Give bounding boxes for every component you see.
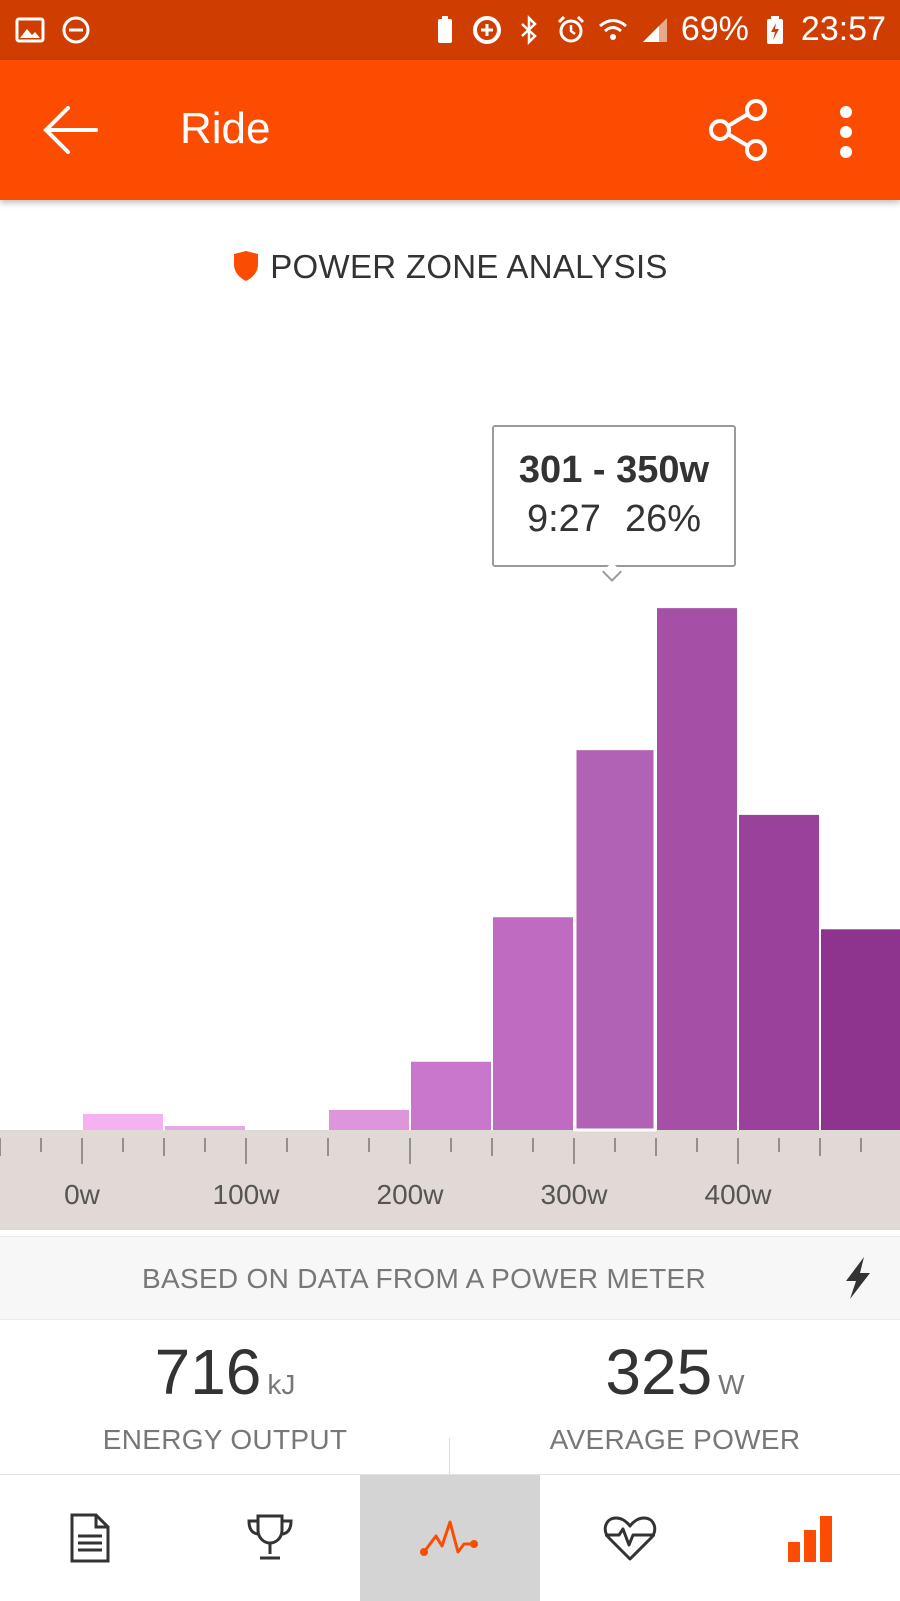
signal-icon xyxy=(642,17,667,42)
share-button[interactable] xyxy=(708,98,772,162)
shield-icon xyxy=(234,251,259,281)
clock: 23:57 xyxy=(800,10,886,48)
histogram-bar[interactable] xyxy=(657,608,737,1130)
gallery-icon xyxy=(15,17,45,43)
x-axis-tick-label: 200w xyxy=(377,1179,445,1210)
tab-analysis[interactable] xyxy=(360,1475,540,1601)
battery-saver-icon xyxy=(437,15,452,43)
energy-output-value: 716 xyxy=(154,1336,262,1408)
average-power-value: 325 xyxy=(605,1336,713,1408)
tab-stats[interactable] xyxy=(720,1475,900,1601)
power-meter-banner: BASED ON DATA FROM A POWER METER xyxy=(0,1236,900,1320)
alarm-icon xyxy=(557,15,584,42)
tab-overview[interactable] xyxy=(0,1475,180,1601)
heart-rate-icon xyxy=(603,1516,657,1561)
average-power-unit: W xyxy=(718,1369,745,1400)
bluetooth-icon xyxy=(520,14,537,45)
energy-output-unit: kJ xyxy=(267,1369,296,1400)
page-title: Ride xyxy=(180,104,271,153)
tooltip-range: 301 - 350w xyxy=(518,449,710,491)
x-axis-tick-label: 300w xyxy=(541,1179,609,1210)
status-bar: 69% 23:57 xyxy=(0,0,900,60)
analysis-graph-icon xyxy=(420,1520,478,1556)
x-axis-tick-label: 0w xyxy=(64,1179,101,1210)
histogram-bar[interactable] xyxy=(165,1125,245,1130)
histogram-bar[interactable] xyxy=(329,1109,409,1130)
histogram-bar[interactable] xyxy=(493,917,573,1130)
arrow-left-icon xyxy=(43,106,98,154)
x-axis-band xyxy=(0,1130,900,1230)
app-bar: Ride xyxy=(0,60,900,200)
x-axis-tick-label: 100w xyxy=(213,1179,281,1210)
bottom-navigation xyxy=(0,1474,900,1601)
energy-output-label: ENERGY OUTPUT xyxy=(102,1424,348,1455)
back-button[interactable] xyxy=(38,100,102,160)
charging-battery-icon xyxy=(766,15,783,44)
more-options-button[interactable] xyxy=(818,100,874,164)
power-zone-chart: 0w 100w 200w 300w 400w xyxy=(0,608,900,1230)
histogram-bar[interactable] xyxy=(411,1061,491,1130)
energy-output-stat: 716 kJ ENERGY OUTPUT xyxy=(0,1340,450,1456)
do-not-disturb-icon xyxy=(62,16,90,44)
section-title-text: POWER ZONE ANALYSIS xyxy=(270,248,668,285)
tab-heart-rate[interactable] xyxy=(540,1475,720,1601)
tooltip-stats: 9:27 26% xyxy=(494,498,734,541)
histogram-bar[interactable] xyxy=(821,929,900,1130)
tooltip-percent: 26% xyxy=(624,498,702,540)
histogram-bar[interactable] xyxy=(573,747,657,1132)
data-saver-icon xyxy=(472,15,501,44)
average-power-label: AVERAGE POWER xyxy=(549,1424,801,1455)
chart-tooltip: 301 - 350w 9:27 26% xyxy=(492,425,736,567)
average-power-stat: 325 W AVERAGE POWER xyxy=(450,1340,900,1456)
section-title: POWER ZONE ANALYSIS xyxy=(0,248,900,286)
x-axis-tick-label: 400w xyxy=(705,1179,773,1210)
stats-bars-icon xyxy=(788,1516,832,1562)
lightning-bolt-icon xyxy=(846,1257,870,1299)
histogram-bar[interactable] xyxy=(83,1113,163,1130)
more-vertical-icon xyxy=(840,106,852,158)
tab-achievements[interactable] xyxy=(180,1475,360,1601)
stats-divider xyxy=(449,1438,450,1474)
tooltip-time: 9:27 xyxy=(526,498,601,540)
share-icon xyxy=(709,99,767,161)
histogram-bar[interactable] xyxy=(739,814,819,1130)
wifi-icon xyxy=(598,18,627,40)
trophy-icon xyxy=(247,1514,293,1560)
overview-document-icon xyxy=(70,1513,110,1563)
power-meter-text: BASED ON DATA FROM A POWER METER xyxy=(142,1263,706,1294)
battery-percent: 69% xyxy=(680,10,749,48)
